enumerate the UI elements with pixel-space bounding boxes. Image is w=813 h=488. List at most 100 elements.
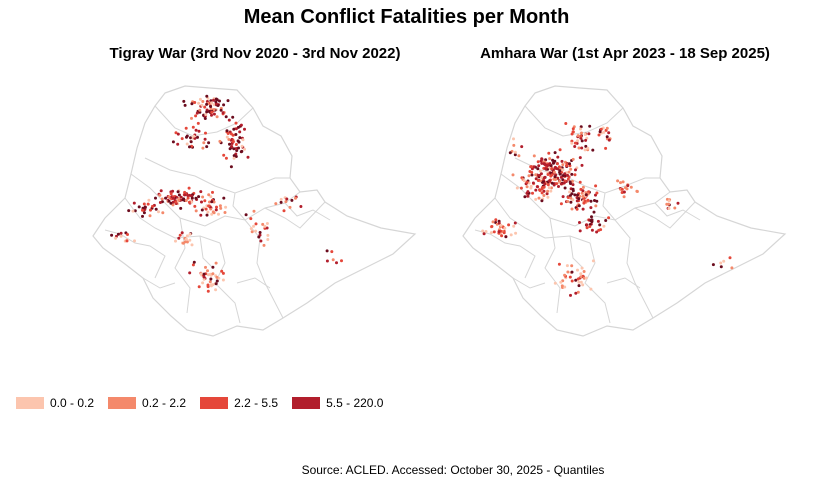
- fatality-point: [221, 111, 225, 115]
- fatality-point: [579, 280, 583, 284]
- fatality-point: [191, 263, 195, 267]
- fatality-point: [559, 175, 563, 179]
- fatality-point: [262, 243, 266, 247]
- fatality-point: [198, 97, 202, 101]
- fatality-point: [204, 113, 208, 116]
- fatality-point: [543, 163, 547, 167]
- fatality-point: [224, 115, 228, 119]
- fatality-point: [561, 195, 565, 199]
- fatality-point: [177, 193, 181, 197]
- fatality-point: [210, 110, 214, 114]
- fatality-point: [589, 287, 593, 291]
- fatality-point: [577, 146, 581, 150]
- fatality-point: [511, 173, 515, 177]
- fatality-point: [573, 193, 577, 197]
- fatality-point: [556, 155, 560, 159]
- fatality-point: [174, 239, 177, 243]
- fatality-point: [141, 214, 144, 218]
- fatality-point: [185, 240, 189, 244]
- fatality-point: [492, 230, 496, 234]
- fatality-point: [246, 155, 250, 159]
- fatality-point: [580, 191, 584, 195]
- fatality-point: [211, 190, 214, 194]
- fatality-point: [595, 191, 599, 195]
- fatality-point: [183, 193, 187, 197]
- fatality-point: [563, 186, 567, 190]
- fatality-point: [143, 205, 147, 209]
- fatality-point: [263, 224, 267, 228]
- fatality-point: [595, 230, 599, 234]
- fatality-point: [602, 224, 606, 228]
- fatality-point: [569, 200, 573, 204]
- fatality-point: [154, 207, 158, 211]
- fatality-point: [229, 138, 233, 142]
- fatality-point: [536, 179, 540, 182]
- fatality-point: [202, 275, 206, 279]
- legend-item-3: 2.2 - 5.5: [200, 396, 278, 410]
- fatality-point: [517, 154, 521, 158]
- fatality-point: [673, 206, 677, 210]
- fatality-point: [126, 233, 129, 236]
- fatality-point: [540, 191, 544, 195]
- fatality-point: [254, 229, 258, 233]
- fatality-point: [588, 124, 592, 128]
- fatality-point: [229, 165, 233, 169]
- fatality-point: [279, 200, 283, 204]
- fatality-point: [515, 186, 519, 190]
- fatality-point: [186, 196, 190, 200]
- fatality-point: [580, 266, 584, 270]
- fatality-point: [189, 140, 193, 144]
- fatality-point: [559, 182, 563, 186]
- fatality-point: [215, 115, 219, 119]
- fatality-point: [234, 133, 238, 136]
- fatality-point: [208, 272, 212, 276]
- fatality-point: [212, 108, 216, 111]
- fatality-point: [206, 283, 210, 287]
- fatality-point: [204, 131, 207, 135]
- fatality-point: [605, 135, 609, 139]
- fatality-point: [250, 230, 254, 234]
- fatality-point: [231, 140, 235, 144]
- fatality-point: [185, 142, 189, 146]
- fatality-point: [594, 204, 598, 208]
- fatality-point: [575, 207, 579, 211]
- fatality-point: [198, 108, 202, 112]
- fatality-point: [220, 269, 224, 273]
- fatality-point: [585, 136, 589, 140]
- fatality-point: [536, 167, 540, 171]
- fatality-point: [177, 236, 181, 240]
- fatality-point: [550, 173, 554, 177]
- tigray-war-map: [92, 85, 417, 337]
- fatality-point: [622, 190, 626, 194]
- fatality-point: [489, 231, 493, 235]
- fatality-point: [587, 132, 591, 136]
- fatality-point: [586, 198, 590, 202]
- fatality-point: [548, 157, 552, 161]
- fatality-point: [585, 226, 589, 230]
- fatality-point: [576, 268, 579, 272]
- fatality-point: [209, 277, 213, 281]
- legend-swatch-4: [292, 397, 321, 409]
- fatality-point: [146, 202, 150, 206]
- fatality-point: [212, 200, 216, 204]
- fatality-point: [167, 199, 171, 203]
- fatality-point: [141, 208, 144, 212]
- fatality-point: [228, 142, 231, 146]
- region-border: [236, 277, 271, 289]
- region-border: [244, 219, 284, 319]
- fatality-point: [607, 216, 611, 220]
- fatality-point: [266, 238, 270, 241]
- fatality-point: [574, 168, 577, 172]
- fatality-point: [481, 229, 485, 233]
- fatality-point: [591, 259, 595, 263]
- region-border: [494, 197, 591, 244]
- fatality-point: [719, 261, 723, 265]
- fatality-point: [181, 198, 185, 202]
- fatality-point: [589, 199, 593, 203]
- fatality-point: [532, 154, 536, 158]
- fatality-point: [210, 200, 214, 204]
- country-outline: [92, 85, 417, 337]
- fatality-point: [215, 205, 218, 209]
- fatality-point: [569, 167, 573, 171]
- fatality-point: [594, 184, 598, 188]
